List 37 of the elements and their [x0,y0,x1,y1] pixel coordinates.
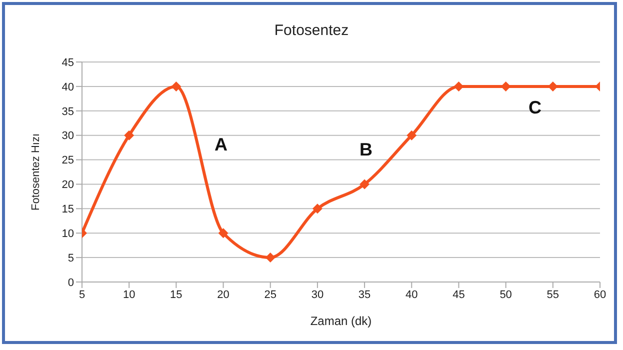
y-tick-label: 30 [62,130,74,142]
annotation: A [214,134,228,156]
point [218,228,228,238]
x-tick-label: 35 [358,288,371,301]
x-tick-label: 55 [546,288,560,301]
x-tick-label: 50 [500,288,512,301]
y-tick-label: 35 [62,106,74,118]
y-tick-label: 5 [68,252,74,264]
x-tick-label: 25 [264,288,276,301]
point [500,81,511,92]
x-tick-label: 15 [170,288,182,301]
chart-title: Fotosentez [273,22,350,39]
y-tick-label: 0 [68,276,74,289]
point [124,130,134,140]
y-tick-label: 45 [62,56,74,69]
annotation: C [528,98,542,118]
point [171,81,182,92]
point [406,130,417,140]
point [265,252,276,263]
point [454,81,464,92]
y-tick-label: 10 [62,228,74,240]
x-tick-label: 30 [311,288,324,301]
y-tick-label: 25 [62,154,74,167]
y-tick-label: 20 [62,179,74,192]
x-tick-label: 45 [452,288,465,301]
annotation: B [360,140,372,160]
x-axis-title: Zaman (dk) [309,314,373,328]
x-tick-label: 5 [78,288,86,301]
point [312,204,322,214]
y-tick-label: 15 [62,204,74,216]
x-tick-label: 10 [122,288,136,301]
y-axis-title: Fotosentez Hızı [30,133,42,211]
x-tick-label: 20 [217,288,230,301]
x-tick-label: 60 [594,288,606,301]
point [360,179,370,190]
x-tick-label: 40 [406,288,418,301]
y-tick-label: 40 [62,81,74,94]
